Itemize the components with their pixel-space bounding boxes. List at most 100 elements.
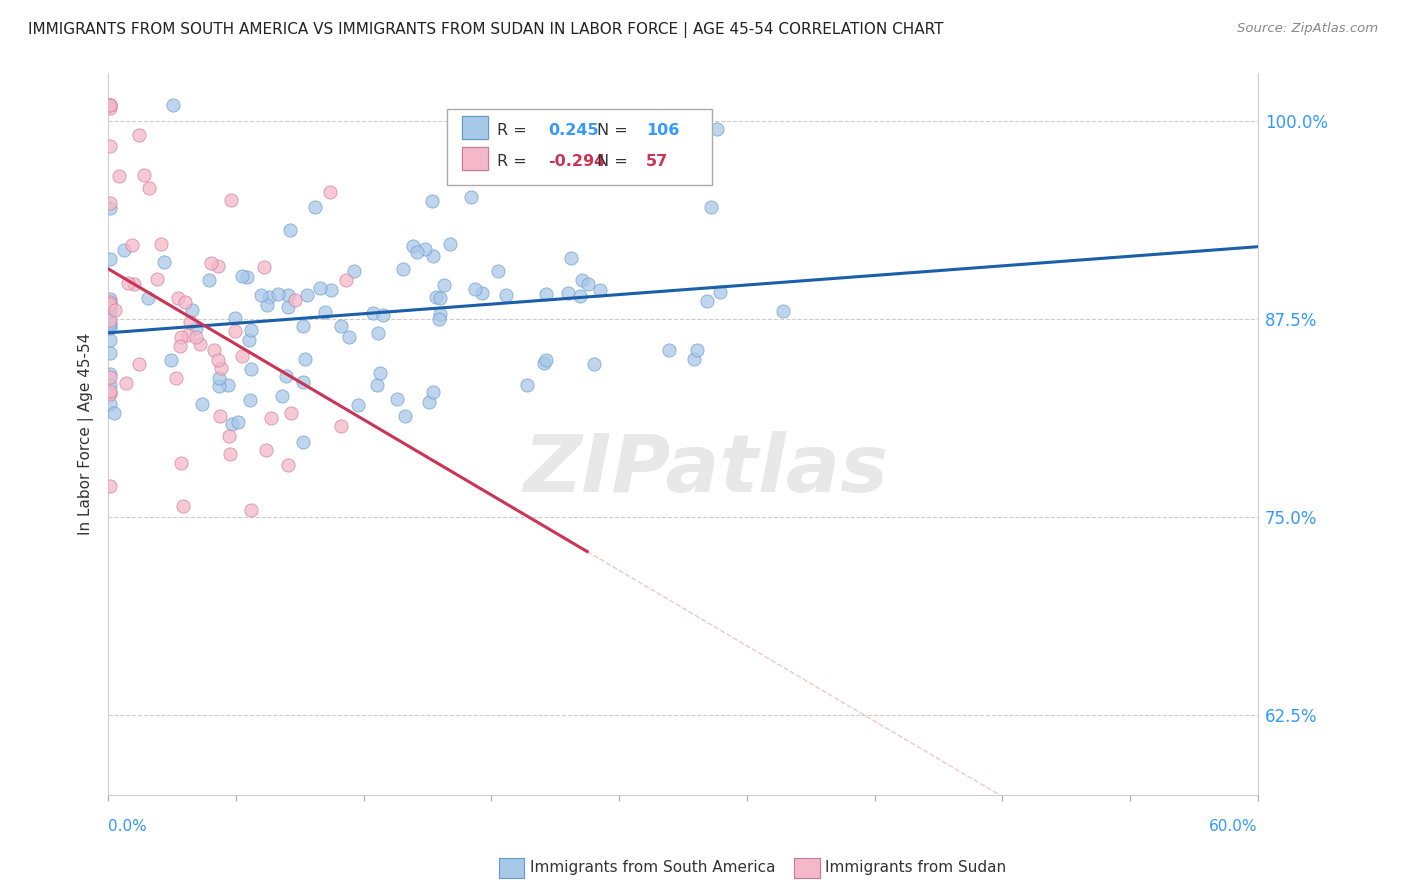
Point: [98, 301, 121, 316]
Point: [460, 190, 482, 204]
Point: [260, 410, 283, 425]
Point: [98, 195, 121, 210]
Text: -0.294: -0.294: [548, 154, 606, 169]
Point: [394, 409, 416, 423]
Point: [200, 256, 222, 270]
Point: [98, 384, 121, 398]
Point: [271, 389, 294, 403]
Point: [294, 351, 316, 366]
Point: [180, 303, 202, 318]
Point: [134, 168, 156, 182]
Point: [169, 330, 191, 344]
Point: [292, 318, 315, 333]
Point: [658, 343, 681, 357]
Point: [276, 368, 298, 383]
Point: [231, 268, 253, 283]
Point: [184, 320, 207, 334]
Text: 0.245: 0.245: [548, 123, 599, 138]
Point: [278, 222, 301, 236]
Point: [138, 180, 160, 194]
Text: IMMIGRANTS FROM SOUTH AMERICA VS IMMIGRANTS FROM SUDAN IN LABOR FORCE | AGE 45-5: IMMIGRANTS FROM SOUTH AMERICA VS IMMIGRA…: [28, 22, 943, 38]
Point: [98, 378, 121, 392]
Point: [177, 327, 200, 342]
Text: R =: R =: [496, 154, 531, 169]
Point: [284, 293, 307, 307]
Point: [202, 343, 225, 358]
Point: [429, 307, 451, 321]
Point: [207, 353, 229, 368]
Point: [98, 397, 121, 411]
Point: [371, 308, 394, 322]
Point: [583, 357, 606, 371]
Point: [576, 277, 599, 291]
Point: [367, 326, 389, 340]
Point: [686, 343, 709, 357]
Bar: [463, 116, 488, 139]
Point: [172, 499, 194, 513]
Point: [239, 392, 262, 407]
Point: [240, 362, 263, 376]
Point: [167, 292, 190, 306]
Point: [239, 323, 262, 337]
Point: [208, 379, 231, 393]
Point: [696, 294, 718, 309]
Point: [433, 278, 456, 293]
Point: [415, 242, 437, 256]
Point: [329, 419, 352, 434]
Bar: [463, 147, 488, 170]
Point: [224, 324, 246, 338]
Point: [208, 371, 231, 385]
Point: [128, 357, 150, 371]
Text: 0.0%: 0.0%: [108, 819, 146, 833]
Point: [218, 447, 240, 461]
Point: [240, 503, 263, 517]
Point: [249, 288, 271, 302]
Point: [439, 237, 461, 252]
Point: [98, 252, 121, 266]
Point: [112, 243, 135, 257]
Text: N =: N =: [596, 123, 633, 138]
Point: [418, 394, 440, 409]
Point: [98, 97, 121, 112]
Point: [98, 321, 121, 335]
Point: [98, 370, 121, 384]
Point: [292, 375, 315, 389]
Point: [198, 272, 221, 286]
Point: [560, 251, 582, 265]
Y-axis label: In Labor Force | Age 45-54: In Labor Force | Age 45-54: [79, 333, 94, 535]
Point: [218, 429, 240, 443]
FancyBboxPatch shape: [447, 109, 711, 185]
Point: [329, 319, 352, 334]
Text: ZIPatlas: ZIPatlas: [523, 431, 889, 509]
Point: [98, 312, 121, 326]
Text: Immigrants from Sudan: Immigrants from Sudan: [825, 860, 1007, 874]
Point: [162, 97, 184, 112]
Point: [217, 378, 239, 392]
Point: [366, 378, 388, 392]
Point: [174, 295, 197, 310]
Point: [427, 312, 450, 326]
Point: [406, 244, 429, 259]
Text: 57: 57: [647, 154, 668, 169]
Point: [160, 353, 183, 368]
Point: [536, 286, 558, 301]
Point: [138, 292, 160, 306]
Point: [700, 200, 723, 214]
Point: [149, 237, 172, 252]
Text: Immigrants from South America: Immigrants from South America: [530, 860, 776, 874]
Point: [557, 286, 579, 301]
Text: 106: 106: [647, 123, 679, 138]
Point: [208, 409, 231, 423]
Point: [98, 386, 121, 401]
Point: [368, 367, 391, 381]
Point: [98, 318, 121, 332]
Point: [486, 263, 509, 277]
Point: [98, 97, 121, 112]
Point: [304, 200, 326, 214]
Point: [337, 330, 360, 344]
Text: N =: N =: [596, 154, 633, 169]
Point: [391, 262, 413, 277]
Point: [253, 260, 276, 274]
Point: [190, 337, 212, 351]
Point: [221, 417, 243, 432]
